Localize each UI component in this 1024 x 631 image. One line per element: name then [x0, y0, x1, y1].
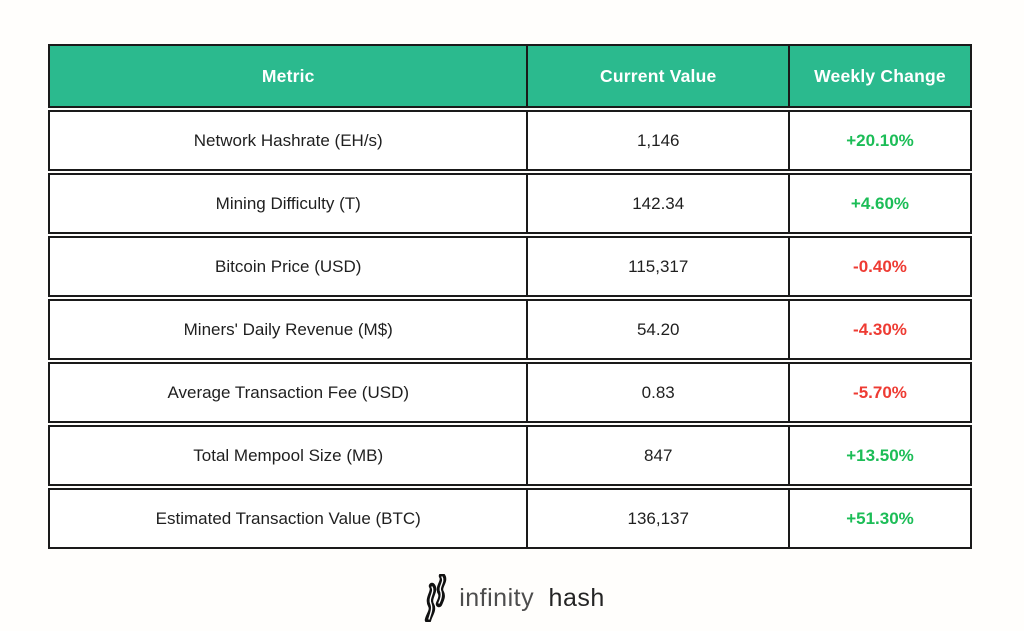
weekly-change-cell: -0.40% [789, 236, 972, 297]
current-value-cell: 142.34 [528, 173, 790, 234]
weekly-change-cell: +13.50% [789, 425, 972, 486]
col-header-weekly-change: Weekly Change [789, 44, 972, 108]
metric-name-cell: Miners' Daily Revenue (M$) [48, 299, 529, 360]
current-value-cell: 115,317 [528, 236, 790, 297]
metrics-table: Metric Current Value Weekly Change Netwo… [48, 42, 972, 551]
current-value-cell: 1,146 [528, 110, 790, 171]
brand-word-infinity: infinity [459, 583, 535, 612]
infinity-hash-logo-icon [424, 574, 447, 622]
table-row: Network Hashrate (EH/s) 1,146 +20.10% [48, 110, 972, 171]
table-row: Total Mempool Size (MB) 847 +13.50% [48, 425, 972, 486]
table-row: Average Transaction Fee (USD) 0.83 -5.70… [48, 362, 972, 423]
current-value-cell: 54.20 [528, 299, 790, 360]
brand-word-hash: hash [548, 583, 605, 612]
table-row: Mining Difficulty (T) 142.34 +4.60% [48, 173, 972, 234]
metric-name-cell: Total Mempool Size (MB) [48, 425, 529, 486]
metric-name-cell: Bitcoin Price (USD) [48, 236, 529, 297]
current-value-cell: 136,137 [528, 488, 790, 549]
col-header-current-value: Current Value [528, 44, 790, 108]
table-row: Estimated Transaction Value (BTC) 136,13… [48, 488, 972, 549]
col-header-metric: Metric [48, 44, 529, 108]
weekly-change-cell: -5.70% [789, 362, 972, 423]
brand-name: infinity hash [459, 584, 605, 613]
weekly-change-cell: -4.30% [789, 299, 972, 360]
weekly-change-cell: +20.10% [789, 110, 972, 171]
table-header-row: Metric Current Value Weekly Change [48, 44, 972, 108]
current-value-cell: 0.83 [528, 362, 790, 423]
table-row: Miners' Daily Revenue (M$) 54.20 -4.30% [48, 299, 972, 360]
weekly-change-cell: +4.60% [789, 173, 972, 234]
metric-name-cell: Mining Difficulty (T) [48, 173, 529, 234]
table-row: Bitcoin Price (USD) 115,317 -0.40% [48, 236, 972, 297]
weekly-change-cell: +51.30% [789, 488, 972, 549]
metric-name-cell: Network Hashrate (EH/s) [48, 110, 529, 171]
metric-name-cell: Estimated Transaction Value (BTC) [48, 488, 529, 549]
brand-footer: infinity hash [0, 572, 1024, 624]
current-value-cell: 847 [528, 425, 790, 486]
metric-name-cell: Average Transaction Fee (USD) [48, 362, 529, 423]
